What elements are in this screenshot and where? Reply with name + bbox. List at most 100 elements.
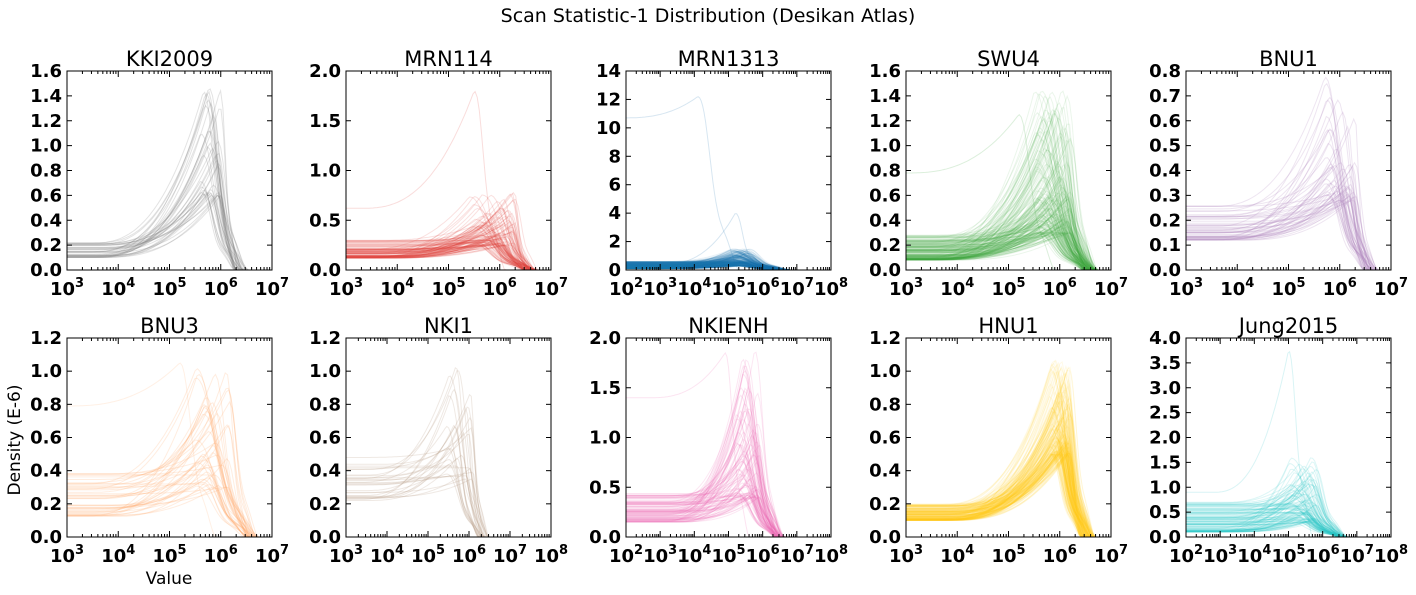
series-line xyxy=(626,264,794,270)
series-line xyxy=(906,398,1100,537)
x-tick-label: 104 xyxy=(940,276,974,300)
series-line xyxy=(1186,489,1351,537)
series-line xyxy=(906,198,1102,270)
series-line xyxy=(906,90,1102,270)
series-line xyxy=(626,255,788,270)
series-line xyxy=(1186,514,1345,537)
series-line xyxy=(626,262,796,270)
x-tick-label: 104 xyxy=(677,276,711,300)
series-line xyxy=(626,264,796,270)
series-line xyxy=(906,427,1089,537)
series-line xyxy=(626,256,787,270)
series-line xyxy=(906,227,1096,270)
series-line xyxy=(626,262,793,270)
series-line xyxy=(906,440,1096,537)
series-line xyxy=(906,215,1104,270)
series-line xyxy=(626,263,796,270)
series-line xyxy=(67,439,265,537)
panel-hnu1: HNU1 0.0 0.2 0.4 0.6 0.8 1.0 1.2 103 104 105 106 107 xyxy=(869,314,1128,567)
x-tick-label: 107 xyxy=(1094,276,1128,300)
series-line xyxy=(67,368,257,537)
x-tick-label: 103 xyxy=(1203,543,1237,567)
series-line xyxy=(906,434,1096,537)
series-line xyxy=(906,381,1090,537)
series-line xyxy=(346,221,534,270)
series-line xyxy=(906,437,1088,537)
series-line xyxy=(626,249,795,270)
series-line xyxy=(626,251,793,270)
series-line xyxy=(626,494,781,537)
series-line xyxy=(906,452,1093,537)
series-lines xyxy=(626,351,790,537)
series-line xyxy=(906,453,1098,537)
series-line xyxy=(1186,512,1349,537)
series-line xyxy=(906,119,1102,270)
series-line xyxy=(906,194,1096,270)
series-line xyxy=(906,427,1093,537)
series-line xyxy=(906,139,1106,270)
series-line xyxy=(1186,519,1347,537)
series-line xyxy=(906,220,1094,270)
series-line xyxy=(346,242,539,270)
series-line xyxy=(626,259,795,270)
series-line xyxy=(906,451,1091,537)
series-line xyxy=(346,208,539,270)
series-line xyxy=(906,365,1100,537)
series-line xyxy=(906,123,1093,270)
series-line xyxy=(67,403,257,537)
series-line xyxy=(906,453,1094,537)
series-line xyxy=(626,264,787,270)
series-line xyxy=(1186,504,1350,537)
series-line xyxy=(906,196,1101,270)
series-line xyxy=(346,406,495,537)
series-line xyxy=(906,95,1094,270)
series-line xyxy=(906,147,1097,270)
series-line xyxy=(1186,198,1385,270)
series-line xyxy=(626,260,788,270)
series-line xyxy=(346,216,534,270)
series-line xyxy=(906,221,1092,270)
series-line xyxy=(906,225,1103,270)
series-line xyxy=(906,430,1103,537)
series-line xyxy=(626,487,784,537)
series-line xyxy=(67,133,251,270)
series-line xyxy=(1186,517,1349,537)
series-line xyxy=(906,412,1102,537)
series-line xyxy=(67,413,265,537)
series-line xyxy=(906,230,1103,270)
series-line xyxy=(906,213,1097,270)
series-line xyxy=(346,239,534,270)
series-line xyxy=(906,222,1100,270)
series-line xyxy=(906,361,1094,537)
series-line xyxy=(346,226,534,270)
series-line xyxy=(626,251,797,270)
series-line xyxy=(1186,200,1378,270)
series-line xyxy=(906,440,1089,537)
series-line xyxy=(906,117,1099,270)
series-line xyxy=(626,257,787,270)
series-line xyxy=(906,227,1105,270)
series-line xyxy=(906,113,1063,270)
series-line xyxy=(906,441,1091,537)
series-line xyxy=(906,187,1094,270)
series-line xyxy=(906,115,1100,270)
series-line xyxy=(1186,196,1378,270)
y-tick-label: 1.0 xyxy=(309,161,341,182)
series-line xyxy=(67,410,266,537)
series-line xyxy=(1186,96,1382,270)
series-line xyxy=(906,177,1104,270)
series-line xyxy=(906,420,1104,537)
y-tick-label: 14 xyxy=(596,61,621,82)
series-line xyxy=(626,414,784,537)
series-line xyxy=(1186,512,1350,537)
series-line xyxy=(626,262,793,270)
series-line xyxy=(906,436,1097,537)
series-line xyxy=(626,262,789,270)
series-line xyxy=(906,232,1095,270)
series-line xyxy=(1186,99,1382,270)
series-line xyxy=(906,440,1094,537)
series-line xyxy=(906,131,1092,270)
series-line xyxy=(906,217,1092,270)
series-line xyxy=(626,443,789,537)
